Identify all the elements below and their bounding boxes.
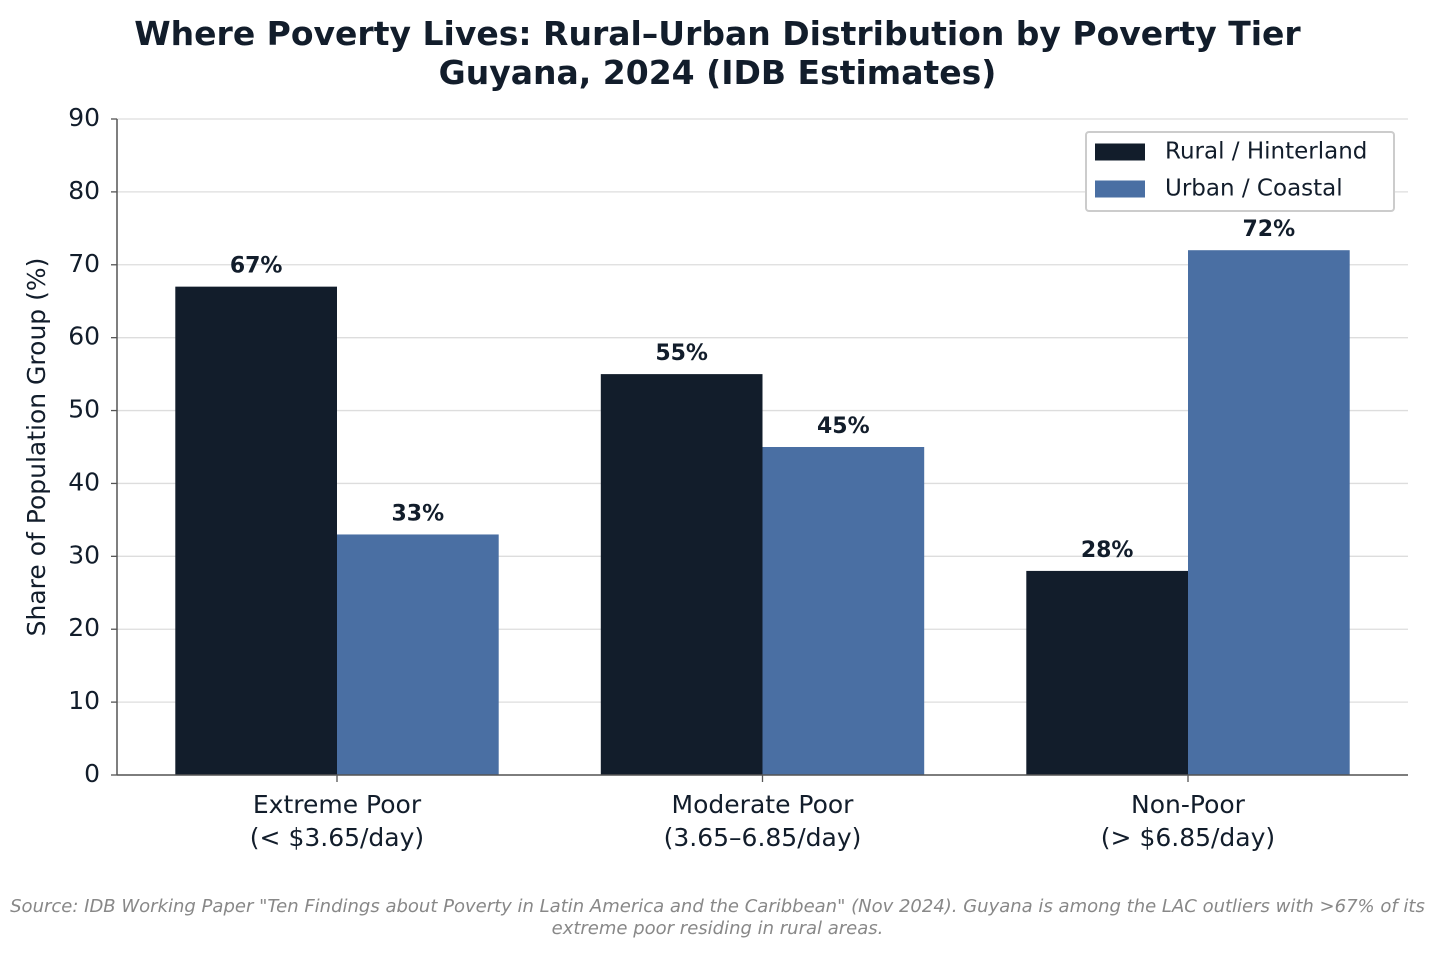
legend-swatch	[1095, 180, 1145, 198]
y-tick-label: 0	[84, 759, 100, 788]
bar	[1026, 570, 1188, 775]
y-tick-label: 70	[68, 249, 100, 278]
value-label: 72%	[1243, 217, 1296, 242]
value-label: 28%	[1081, 538, 1134, 563]
source-note: Source: IDB Working Paper "Ten Findings …	[10, 896, 1425, 939]
legend-label: Urban / Coastal	[1165, 176, 1343, 202]
legend-swatch	[1095, 143, 1145, 161]
chart-title: Where Poverty Lives: Rural–Urban Distrib…	[134, 14, 1301, 92]
bar	[1188, 250, 1350, 775]
value-label: 45%	[817, 414, 870, 439]
y-tick-label: 20	[68, 613, 100, 642]
bar	[175, 286, 337, 775]
y-tick-label: 10	[68, 686, 100, 715]
legend-label: Rural / Hinterland	[1165, 139, 1367, 165]
y-tick-label: 90	[68, 103, 100, 132]
y-tick-label: 40	[68, 467, 100, 496]
y-tick-label: 30	[68, 540, 100, 569]
y-tick-label: 50	[68, 395, 100, 424]
value-label: 55%	[655, 341, 708, 366]
y-tick-label: 80	[68, 176, 100, 205]
value-label: 67%	[230, 254, 283, 279]
x-tick-label: Moderate Poor (3.65–6.85/day)	[663, 790, 862, 852]
legend-box	[1085, 131, 1395, 212]
y-tick-label: 60	[68, 322, 100, 351]
value-label: 33%	[392, 501, 445, 526]
bar	[762, 447, 925, 775]
x-tick-label: Extreme Poor (< $3.65/day)	[249, 790, 425, 852]
y-axis-label: Share of Population Group (%)	[22, 258, 51, 637]
bar	[337, 534, 499, 775]
bar	[600, 374, 763, 775]
x-tick-label: Non-Poor (> $6.85/day)	[1100, 790, 1276, 852]
